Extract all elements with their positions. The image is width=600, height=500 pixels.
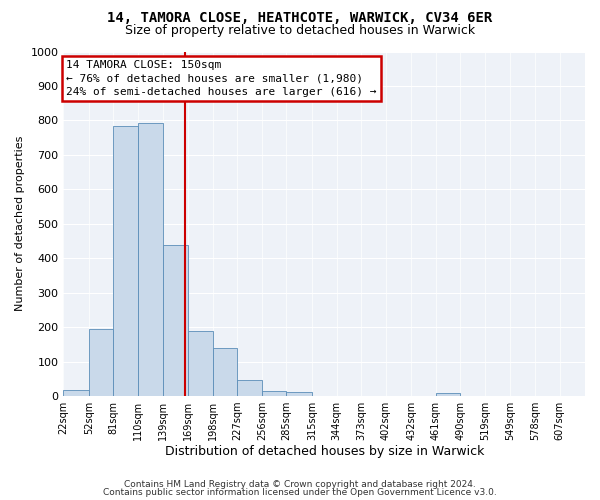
Text: Contains HM Land Registry data © Crown copyright and database right 2024.: Contains HM Land Registry data © Crown c… xyxy=(124,480,476,489)
Text: 14, TAMORA CLOSE, HEATHCOTE, WARWICK, CV34 6ER: 14, TAMORA CLOSE, HEATHCOTE, WARWICK, CV… xyxy=(107,11,493,25)
Bar xyxy=(188,330,212,396)
Bar xyxy=(163,246,188,396)
Bar xyxy=(89,330,113,396)
Y-axis label: Number of detached properties: Number of detached properties xyxy=(15,136,25,312)
Bar xyxy=(138,123,163,396)
Bar xyxy=(64,390,89,396)
Bar xyxy=(262,391,286,396)
Text: Contains public sector information licensed under the Open Government Licence v3: Contains public sector information licen… xyxy=(103,488,497,497)
Bar xyxy=(113,126,138,396)
Bar xyxy=(237,380,262,396)
Bar xyxy=(286,392,312,396)
Bar xyxy=(436,392,460,396)
X-axis label: Distribution of detached houses by size in Warwick: Distribution of detached houses by size … xyxy=(164,444,484,458)
Text: Size of property relative to detached houses in Warwick: Size of property relative to detached ho… xyxy=(125,24,475,37)
Bar xyxy=(212,348,237,396)
Text: 14 TAMORA CLOSE: 150sqm
← 76% of detached houses are smaller (1,980)
24% of semi: 14 TAMORA CLOSE: 150sqm ← 76% of detache… xyxy=(66,60,376,96)
